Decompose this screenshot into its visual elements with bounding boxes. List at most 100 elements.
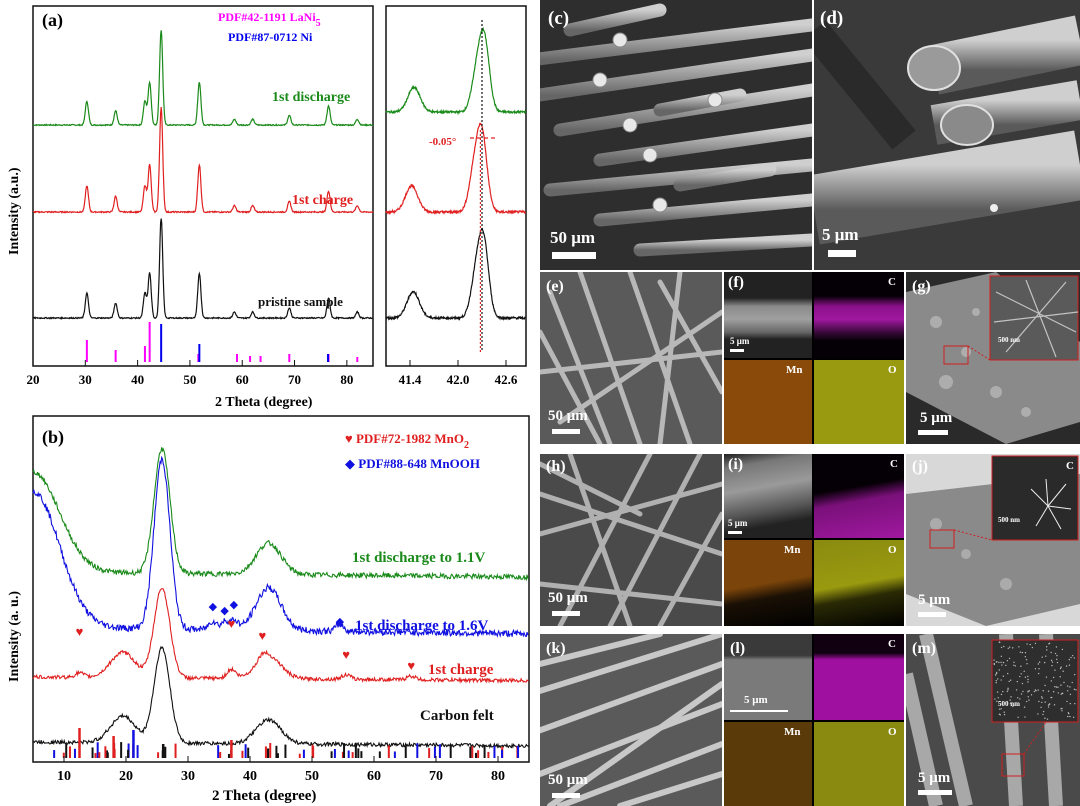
- sem-m-particle: [1037, 689, 1039, 691]
- panel-a-xtick-label: 70: [288, 372, 301, 387]
- sem-f-map-mn-label: Mn: [786, 364, 803, 376]
- sem-m-particle: [1040, 696, 1043, 698]
- sem-m-particle: [1009, 702, 1012, 704]
- sem-m-particle: [1024, 716, 1026, 718]
- sem-m-particle: [1013, 664, 1015, 667]
- panel-b-mno2-marker: ♥: [407, 658, 415, 673]
- sem-c-scale-bar: [552, 252, 596, 259]
- sem-k-label: (k): [546, 640, 566, 657]
- sem-m-particle: [1041, 656, 1043, 658]
- sem-m-particle: [1056, 661, 1059, 664]
- panel-b-mnooh-marker: ◆: [336, 616, 345, 628]
- sem-f-map-c: [814, 272, 904, 358]
- sem-m-particle: [1003, 645, 1005, 648]
- sem-f-scale-bar: [730, 349, 744, 352]
- sem-m-particle: [1072, 716, 1075, 719]
- sem-i-map-mn-label: Mn: [784, 544, 801, 556]
- panel-b-ylabel: Intensity (a. u.): [7, 591, 22, 682]
- sem-m-particle: [1031, 646, 1034, 649]
- sem-m-particle: [1008, 657, 1011, 660]
- panel-b-charge-curve: [32, 588, 529, 684]
- sem-m-particle: [998, 708, 1001, 710]
- sem-m-particle: [1037, 672, 1040, 675]
- sem-d-scale-bar: [828, 250, 856, 257]
- panel-b-xtick-label: 20: [119, 769, 133, 784]
- sem-j-inset-scale-text: 500 nm: [998, 516, 1020, 524]
- panel-b-label-d11: 1st discharge to 1.1V: [352, 550, 485, 566]
- sem-m-particle: [995, 679, 997, 682]
- sem-m-particle: [1007, 689, 1009, 691]
- sem-f-image: [724, 272, 812, 358]
- panel-b-xtick-label: 80: [491, 769, 505, 784]
- panel-b-label: (b): [42, 427, 64, 448]
- sem-h-scale-text: 50 μm: [548, 590, 588, 606]
- sem-m-particle: [1045, 646, 1048, 648]
- sem-m-particle: [1037, 663, 1040, 665]
- sem-m-particle: [1012, 647, 1014, 649]
- panel-a-ref1: PDF#42-1191 LaNi5: [218, 10, 321, 29]
- panel-b-label-d16: 1st discharge to 1.6V: [355, 618, 488, 634]
- sem-m-particle: [1069, 686, 1071, 688]
- sem-i-image: [724, 454, 812, 538]
- sem-m-particle: [1023, 670, 1025, 673]
- sem-l-label: (l): [730, 640, 746, 657]
- sem-m-particle: [1027, 675, 1029, 678]
- sem-panel-l: (l) 5 μm C Mn O: [724, 634, 904, 806]
- sem-panel-g: (g) 500 nm 5 μm: [906, 272, 1080, 444]
- panel-a-inset-xtick-label: 42.6: [495, 372, 518, 387]
- sem-m-particle: [1061, 692, 1063, 695]
- panel-b-discharge-1-6v-curve: [32, 455, 529, 638]
- sem-m-particle: [1013, 661, 1015, 663]
- sem-m-particle: [998, 641, 1001, 643]
- sem-l-scale-bar: [730, 710, 788, 712]
- panel-b-xtick-label: 10: [57, 769, 71, 784]
- sem-m-particle: [1029, 643, 1031, 646]
- panel-a-inset-pristine-curve: [385, 227, 526, 321]
- sem-m-particle: [1021, 682, 1024, 685]
- sem-m-particle: [1059, 667, 1062, 670]
- sem-m-particle: [998, 661, 1000, 664]
- sem-k-scale-text: 50 μm: [548, 772, 588, 788]
- watermark: 大数跨境: [6, 779, 90, 803]
- sem-panel-c: (c) 50 μm: [540, 0, 812, 270]
- sem-m-particle: [1055, 646, 1058, 648]
- sem-m-particle: [1071, 654, 1074, 657]
- panel-a-inset-frame: [385, 5, 527, 367]
- sem-m-particle: [1000, 661, 1002, 664]
- panel-a-xtick-label: 40: [131, 372, 144, 387]
- sem-i-map-c: [814, 454, 904, 538]
- panel-a-inset-xtick-label: 41.4: [399, 372, 422, 387]
- sem-m-particle: [1038, 667, 1040, 670]
- panel-a-charge-curve: [32, 107, 374, 214]
- sem-m-particle: [1007, 672, 1009, 675]
- sem-c-scale-text: 50 μm: [550, 228, 596, 247]
- sem-m-particle: [1054, 669, 1056, 671]
- sem-j-scale-bar: [918, 612, 946, 617]
- sem-m-particle: [1006, 659, 1009, 662]
- sem-m-particle: [1020, 673, 1022, 675]
- sem-m-particle: [1025, 658, 1028, 661]
- sem-m-scale-bar: [918, 790, 952, 795]
- sem-m-particle: [1024, 676, 1027, 678]
- sem-d-fibers: [814, 0, 1080, 270]
- panel-a-label-discharge: 1st discharge: [272, 90, 350, 105]
- sem-m-particle: [1052, 691, 1055, 693]
- sem-m-particle: [1068, 658, 1071, 661]
- sem-d-label: (d): [820, 8, 844, 29]
- sem-m-particle: [1074, 702, 1076, 705]
- panel-b-xtick-label: 40: [243, 769, 257, 784]
- sem-f-map-c-label: C: [888, 276, 896, 288]
- panel-a-xtick-label: 50: [183, 372, 196, 387]
- sem-m-label: (m): [912, 640, 936, 657]
- sem-i-label: (i): [728, 456, 744, 473]
- sem-m-particle: [1045, 676, 1048, 678]
- sem-m-particle: [1024, 655, 1027, 658]
- sem-m-particle: [1053, 704, 1056, 706]
- sem-m-particle: [1051, 696, 1053, 699]
- sem-m-particle: [1010, 696, 1012, 698]
- sem-m-particle: [1026, 663, 1028, 665]
- panel-a-xtick-label: 30: [79, 372, 92, 387]
- sem-m-particle: [1000, 646, 1003, 649]
- sem-j-label: (j): [912, 458, 928, 475]
- panel-b-carbon-felt-curve: [32, 645, 529, 750]
